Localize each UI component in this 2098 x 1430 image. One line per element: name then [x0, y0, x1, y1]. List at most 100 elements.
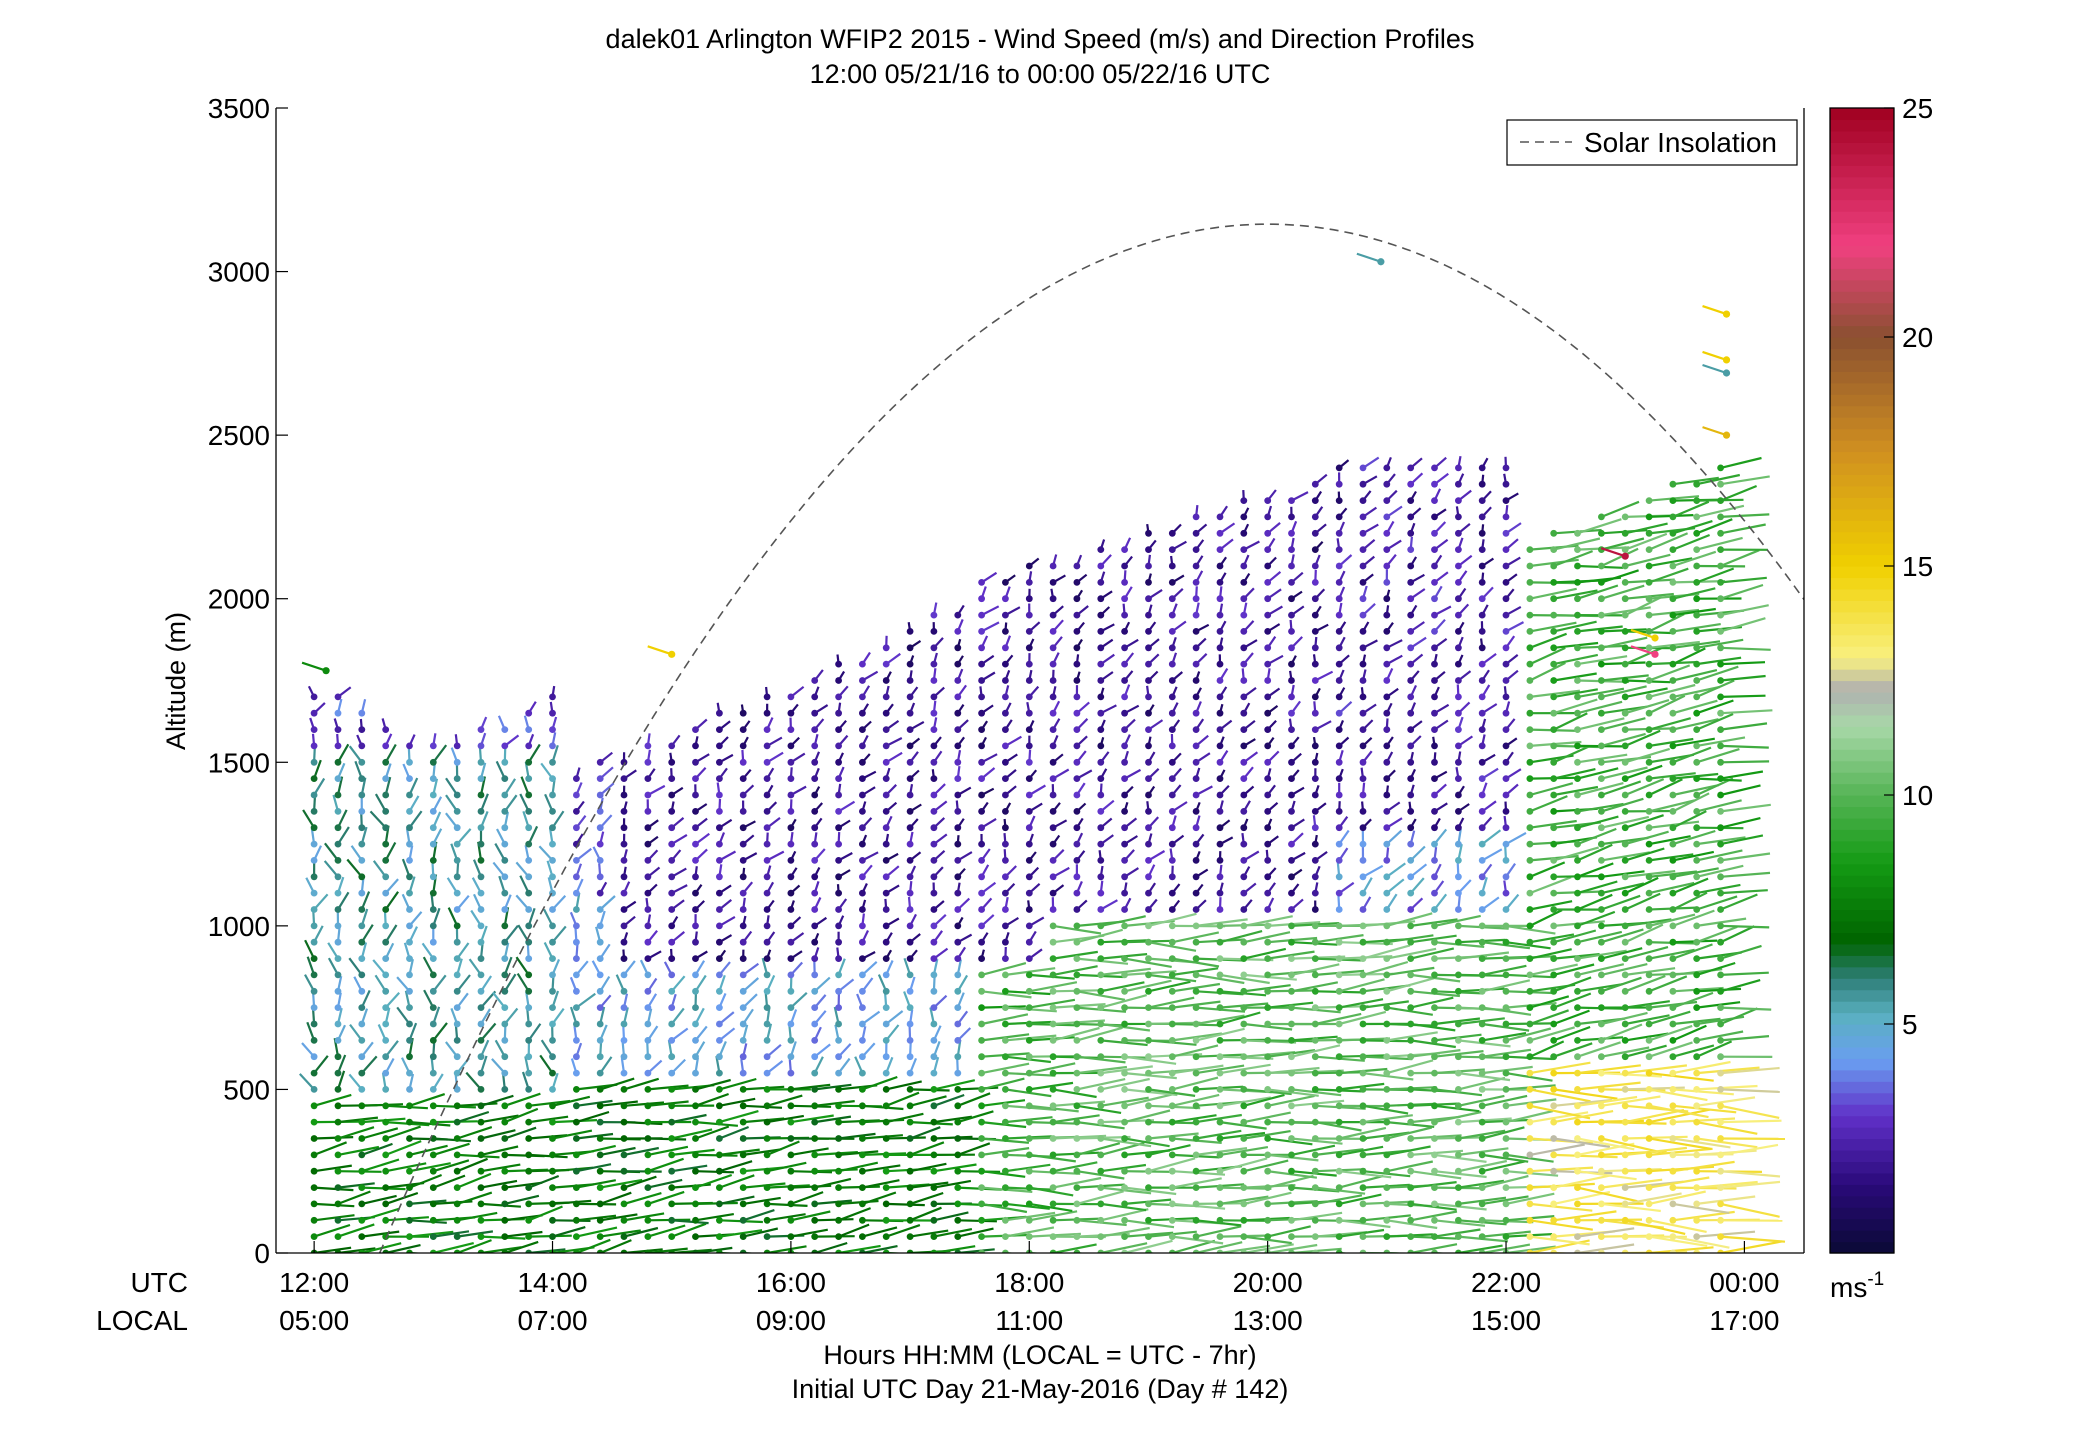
x-tick-label-local: 07:00	[517, 1305, 587, 1336]
colorbar-tick-label: 5	[1902, 1009, 1918, 1040]
colorbar-segment	[1830, 245, 1894, 257]
colorbar-unit-label: ms-1	[1830, 1269, 1884, 1303]
colorbar-segment	[1830, 1219, 1894, 1231]
colorbar-segment	[1830, 1013, 1894, 1025]
colorbar-segment	[1830, 1230, 1894, 1242]
y-tick-label: 3500	[208, 93, 270, 124]
colorbar-segment	[1830, 440, 1894, 452]
colorbar-tick-label: 10	[1902, 780, 1933, 811]
colorbar-segment	[1830, 223, 1894, 235]
x-tick-label-utc: 18:00	[994, 1267, 1064, 1298]
x-tick-label-local: 09:00	[756, 1305, 826, 1336]
colorbar-tick-label: 25	[1902, 93, 1933, 124]
x-tick-label-utc: 22:00	[1471, 1267, 1541, 1298]
colorbar-segment	[1830, 303, 1894, 315]
colorbar-segment	[1830, 234, 1894, 246]
x-tick-label-local: 05:00	[279, 1305, 349, 1336]
colorbar-segment	[1830, 1127, 1894, 1139]
colorbar-segment	[1830, 1161, 1894, 1173]
x-tick-label-utc: 12:00	[279, 1267, 349, 1298]
colorbar-segment	[1830, 806, 1894, 818]
colorbar-segment	[1830, 154, 1894, 166]
colorbar-segment	[1830, 1196, 1894, 1208]
colorbar-segment	[1830, 921, 1894, 933]
colorbar-segment	[1830, 612, 1894, 624]
x-tick-label-utc: 20:00	[1233, 1267, 1303, 1298]
colorbar-segment	[1830, 188, 1894, 200]
colorbar-segment	[1830, 417, 1894, 429]
colorbar-segment	[1830, 1150, 1894, 1162]
colorbar-segment	[1830, 131, 1894, 143]
colorbar-segment	[1830, 910, 1894, 922]
x-row-label-utc: UTC	[130, 1267, 188, 1298]
colorbar-segment	[1830, 761, 1894, 773]
colorbar-segment	[1830, 658, 1894, 670]
y-tick-label: 1000	[208, 911, 270, 942]
colorbar-segment	[1830, 1207, 1894, 1219]
colorbar-segment	[1830, 784, 1894, 796]
colorbar-segment	[1830, 829, 1894, 841]
y-tick-label: 0	[254, 1238, 270, 1269]
colorbar-segment	[1830, 257, 1894, 269]
colorbar-segment	[1830, 600, 1894, 612]
colorbar-segment	[1830, 772, 1894, 784]
colorbar-segment	[1830, 967, 1894, 979]
colorbar-segment	[1830, 119, 1894, 131]
colorbar-segment	[1830, 692, 1894, 704]
x-tick-label-local: 13:00	[1233, 1305, 1303, 1336]
colorbar-segment	[1830, 371, 1894, 383]
colorbar-segment	[1830, 932, 1894, 944]
chart-title: dalek01 Arlington WFIP2 2015 - Wind Spee…	[606, 24, 1475, 54]
chart-subtitle: 12:00 05/21/16 to 00:00 05/22/16 UTC	[810, 59, 1271, 89]
colorbar-segment	[1830, 1139, 1894, 1151]
colorbar-segment	[1830, 944, 1894, 956]
colorbar-segment	[1830, 165, 1894, 177]
colorbar-segment	[1830, 1001, 1894, 1013]
colorbar-segment	[1830, 1104, 1894, 1116]
x-tick-label-utc: 00:00	[1709, 1267, 1779, 1298]
y-axis-label: Altitude (m)	[161, 612, 191, 750]
y-tick-label: 3000	[208, 257, 270, 288]
colorbar-segment	[1830, 818, 1894, 830]
colorbar-segment	[1830, 703, 1894, 715]
colorbar-segment	[1830, 383, 1894, 395]
colorbar-segment	[1830, 623, 1894, 635]
colorbar-segment	[1830, 200, 1894, 212]
colorbar-segment	[1830, 497, 1894, 509]
colorbar-segment	[1830, 646, 1894, 658]
colorbar-segment	[1830, 486, 1894, 498]
colorbar-tick-label: 15	[1902, 551, 1933, 582]
colorbar-segment	[1830, 635, 1894, 647]
colorbar-segment	[1830, 452, 1894, 464]
x-row-label-local: LOCAL	[96, 1305, 188, 1336]
colorbar-segment	[1830, 1116, 1894, 1128]
colorbar-segment	[1830, 990, 1894, 1002]
colorbar-segment	[1830, 520, 1894, 532]
x-tick-label-utc: 16:00	[756, 1267, 826, 1298]
colorbar-segment	[1830, 1035, 1894, 1047]
colorbar-segment	[1830, 348, 1894, 360]
colorbar-segment	[1830, 543, 1894, 555]
colorbar-segment	[1830, 1173, 1894, 1185]
colorbar-segment	[1830, 177, 1894, 189]
colorbar-segment	[1830, 887, 1894, 899]
colorbar-unit: ms	[1830, 1272, 1867, 1303]
colorbar-segment	[1830, 1047, 1894, 1059]
colorbar-segment	[1830, 463, 1894, 475]
x-tick-label-local: 15:00	[1471, 1305, 1541, 1336]
colorbar-segment	[1830, 955, 1894, 967]
colorbar-segment	[1830, 280, 1894, 292]
colorbar-segment	[1830, 738, 1894, 750]
colorbar-segment	[1830, 268, 1894, 280]
legend-entry-solar: Solar Insolation	[1584, 127, 1777, 158]
colorbar: 5 10 15 20 25	[1830, 93, 1933, 1254]
colorbar-segment	[1830, 108, 1894, 120]
colorbar-segment	[1830, 726, 1894, 738]
x-axis-label: Hours HH:MM (LOCAL = UTC - 7hr)	[823, 1340, 1256, 1370]
colorbar-segment	[1830, 1093, 1894, 1105]
colorbar-tick-label: 20	[1902, 322, 1933, 353]
colorbar-segment	[1830, 555, 1894, 567]
colorbar-segment	[1830, 337, 1894, 349]
